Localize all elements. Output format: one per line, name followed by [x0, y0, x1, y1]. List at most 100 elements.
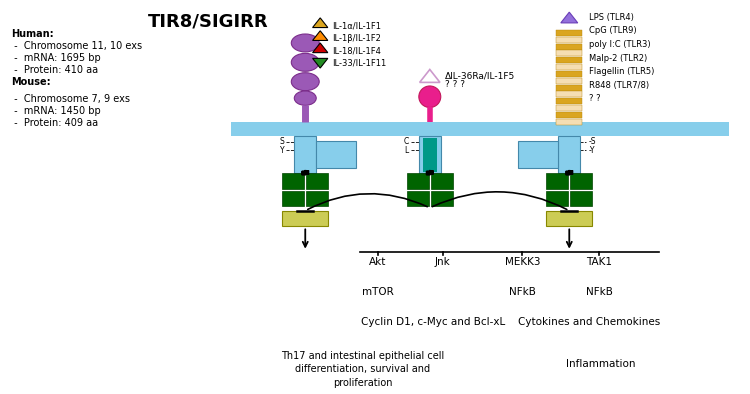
Text: -  Chromosome 11, 10 exs: - Chromosome 11, 10 exs [11, 41, 142, 51]
Bar [556, 98, 582, 104]
Text: -  Protein: 410 aa: - Protein: 410 aa [11, 65, 98, 75]
Bar [556, 119, 582, 125]
Text: -Y: -Y [588, 146, 595, 155]
Polygon shape [313, 31, 328, 41]
Bar [542, 351, 661, 377]
Text: D: D [290, 177, 297, 186]
Text: D: D [290, 193, 297, 204]
Text: Cyclin D1, c-Myc and Bcl-xL: Cyclin D1, c-Myc and Bcl-xL [361, 317, 505, 327]
Bar [294, 136, 316, 173]
Ellipse shape [291, 34, 320, 52]
Text: C: C [404, 138, 409, 147]
Text: -  Protein: 409 aa: - Protein: 409 aa [11, 118, 98, 128]
Text: Human:: Human: [11, 29, 54, 39]
Text: D: D [578, 177, 585, 186]
Bar [546, 191, 568, 206]
Bar [306, 173, 328, 189]
Bar [546, 211, 592, 227]
Text: C
L: C L [427, 149, 432, 161]
Text: Jnk: Jnk [435, 257, 451, 267]
Text: D: D [554, 177, 561, 186]
Text: Th17 and intestinal epithelial cell
differentiation, survival and
proliferation: Th17 and intestinal epithelial cell diff… [281, 351, 444, 388]
Ellipse shape [291, 73, 320, 91]
Polygon shape [313, 43, 328, 53]
Text: D: D [414, 193, 422, 204]
Text: mTOR: mTOR [362, 287, 394, 297]
Text: MEKK3: MEKK3 [505, 257, 540, 267]
Bar [407, 191, 429, 206]
FancyArrowPatch shape [432, 192, 567, 210]
Text: D: D [438, 193, 446, 204]
Text: S: S [280, 138, 284, 147]
Bar [419, 136, 441, 173]
Text: T
I
R: T I R [302, 145, 308, 164]
Polygon shape [313, 58, 328, 68]
Bar [556, 57, 582, 63]
Text: T
I
R: T I R [566, 145, 572, 164]
Text: ΔIL-36Ra/IL-1F5: ΔIL-36Ra/IL-1F5 [445, 71, 515, 80]
Text: poly I:C (TLR3): poly I:C (TLR3) [590, 40, 651, 49]
Text: R848 (TLR7/8): R848 (TLR7/8) [590, 81, 650, 90]
Bar [566, 122, 573, 125]
Polygon shape [420, 69, 440, 82]
Bar [230, 122, 729, 136]
Bar [570, 173, 592, 189]
Text: ? ? ?: ? ? ? [445, 80, 465, 89]
Bar [430, 191, 453, 206]
Bar [556, 112, 582, 118]
Text: IRAK: IRAK [559, 214, 580, 223]
Text: Inflammation: Inflammation [566, 359, 636, 369]
Bar [558, 136, 580, 173]
Text: Akt: Akt [369, 257, 387, 267]
Text: NFkB: NFkB [509, 287, 536, 297]
Text: Cytokines and Chemokines: Cytokines and Chemokines [518, 317, 660, 327]
FancyArrowPatch shape [308, 194, 428, 210]
Bar [282, 191, 304, 206]
Bar [556, 71, 582, 77]
Text: Y: Y [280, 146, 284, 155]
Bar [556, 91, 582, 97]
Bar [556, 78, 582, 84]
Bar [306, 191, 328, 206]
Polygon shape [313, 18, 328, 28]
Text: CpG (TLR9): CpG (TLR9) [590, 26, 637, 35]
Text: D: D [314, 193, 321, 204]
Bar [556, 30, 582, 36]
Ellipse shape [294, 91, 316, 105]
Polygon shape [561, 12, 578, 23]
Bar [423, 138, 436, 172]
Text: D: D [414, 177, 422, 186]
Bar [556, 37, 582, 43]
Text: Malp-2 (TLR2): Malp-2 (TLR2) [590, 54, 647, 63]
Bar [556, 105, 582, 111]
Ellipse shape [291, 53, 320, 71]
Text: -  Chromosome 7, 9 exs: - Chromosome 7, 9 exs [11, 94, 130, 104]
Bar [556, 50, 582, 56]
Bar [430, 173, 453, 189]
Bar [556, 64, 582, 70]
Bar [556, 44, 582, 50]
Text: MyD88: MyD88 [524, 150, 554, 159]
Bar [556, 85, 582, 91]
Bar [570, 191, 592, 206]
Text: Mouse:: Mouse: [11, 77, 51, 87]
Text: -S: -S [588, 138, 596, 147]
Text: IL-1α/IL-1F1: IL-1α/IL-1F1 [332, 21, 381, 30]
Text: D: D [578, 193, 585, 204]
Text: -  mRNA: 1695 bp: - mRNA: 1695 bp [11, 53, 101, 63]
Ellipse shape [419, 86, 441, 108]
Text: MyD88: MyD88 [322, 150, 351, 159]
Bar [316, 141, 356, 168]
Bar [407, 173, 429, 189]
Text: IRAK: IRAK [295, 214, 316, 223]
Text: TAK1: TAK1 [586, 257, 612, 267]
Text: L: L [404, 146, 409, 155]
Bar [282, 173, 304, 189]
Text: Flagellin (TLR5): Flagellin (TLR5) [590, 67, 655, 76]
Text: D: D [554, 193, 561, 204]
Text: NFkB: NFkB [586, 287, 613, 297]
Bar [282, 211, 328, 227]
Text: D: D [438, 177, 446, 186]
Text: LPS (TLR4): LPS (TLR4) [590, 13, 634, 22]
Text: D: D [314, 177, 321, 186]
